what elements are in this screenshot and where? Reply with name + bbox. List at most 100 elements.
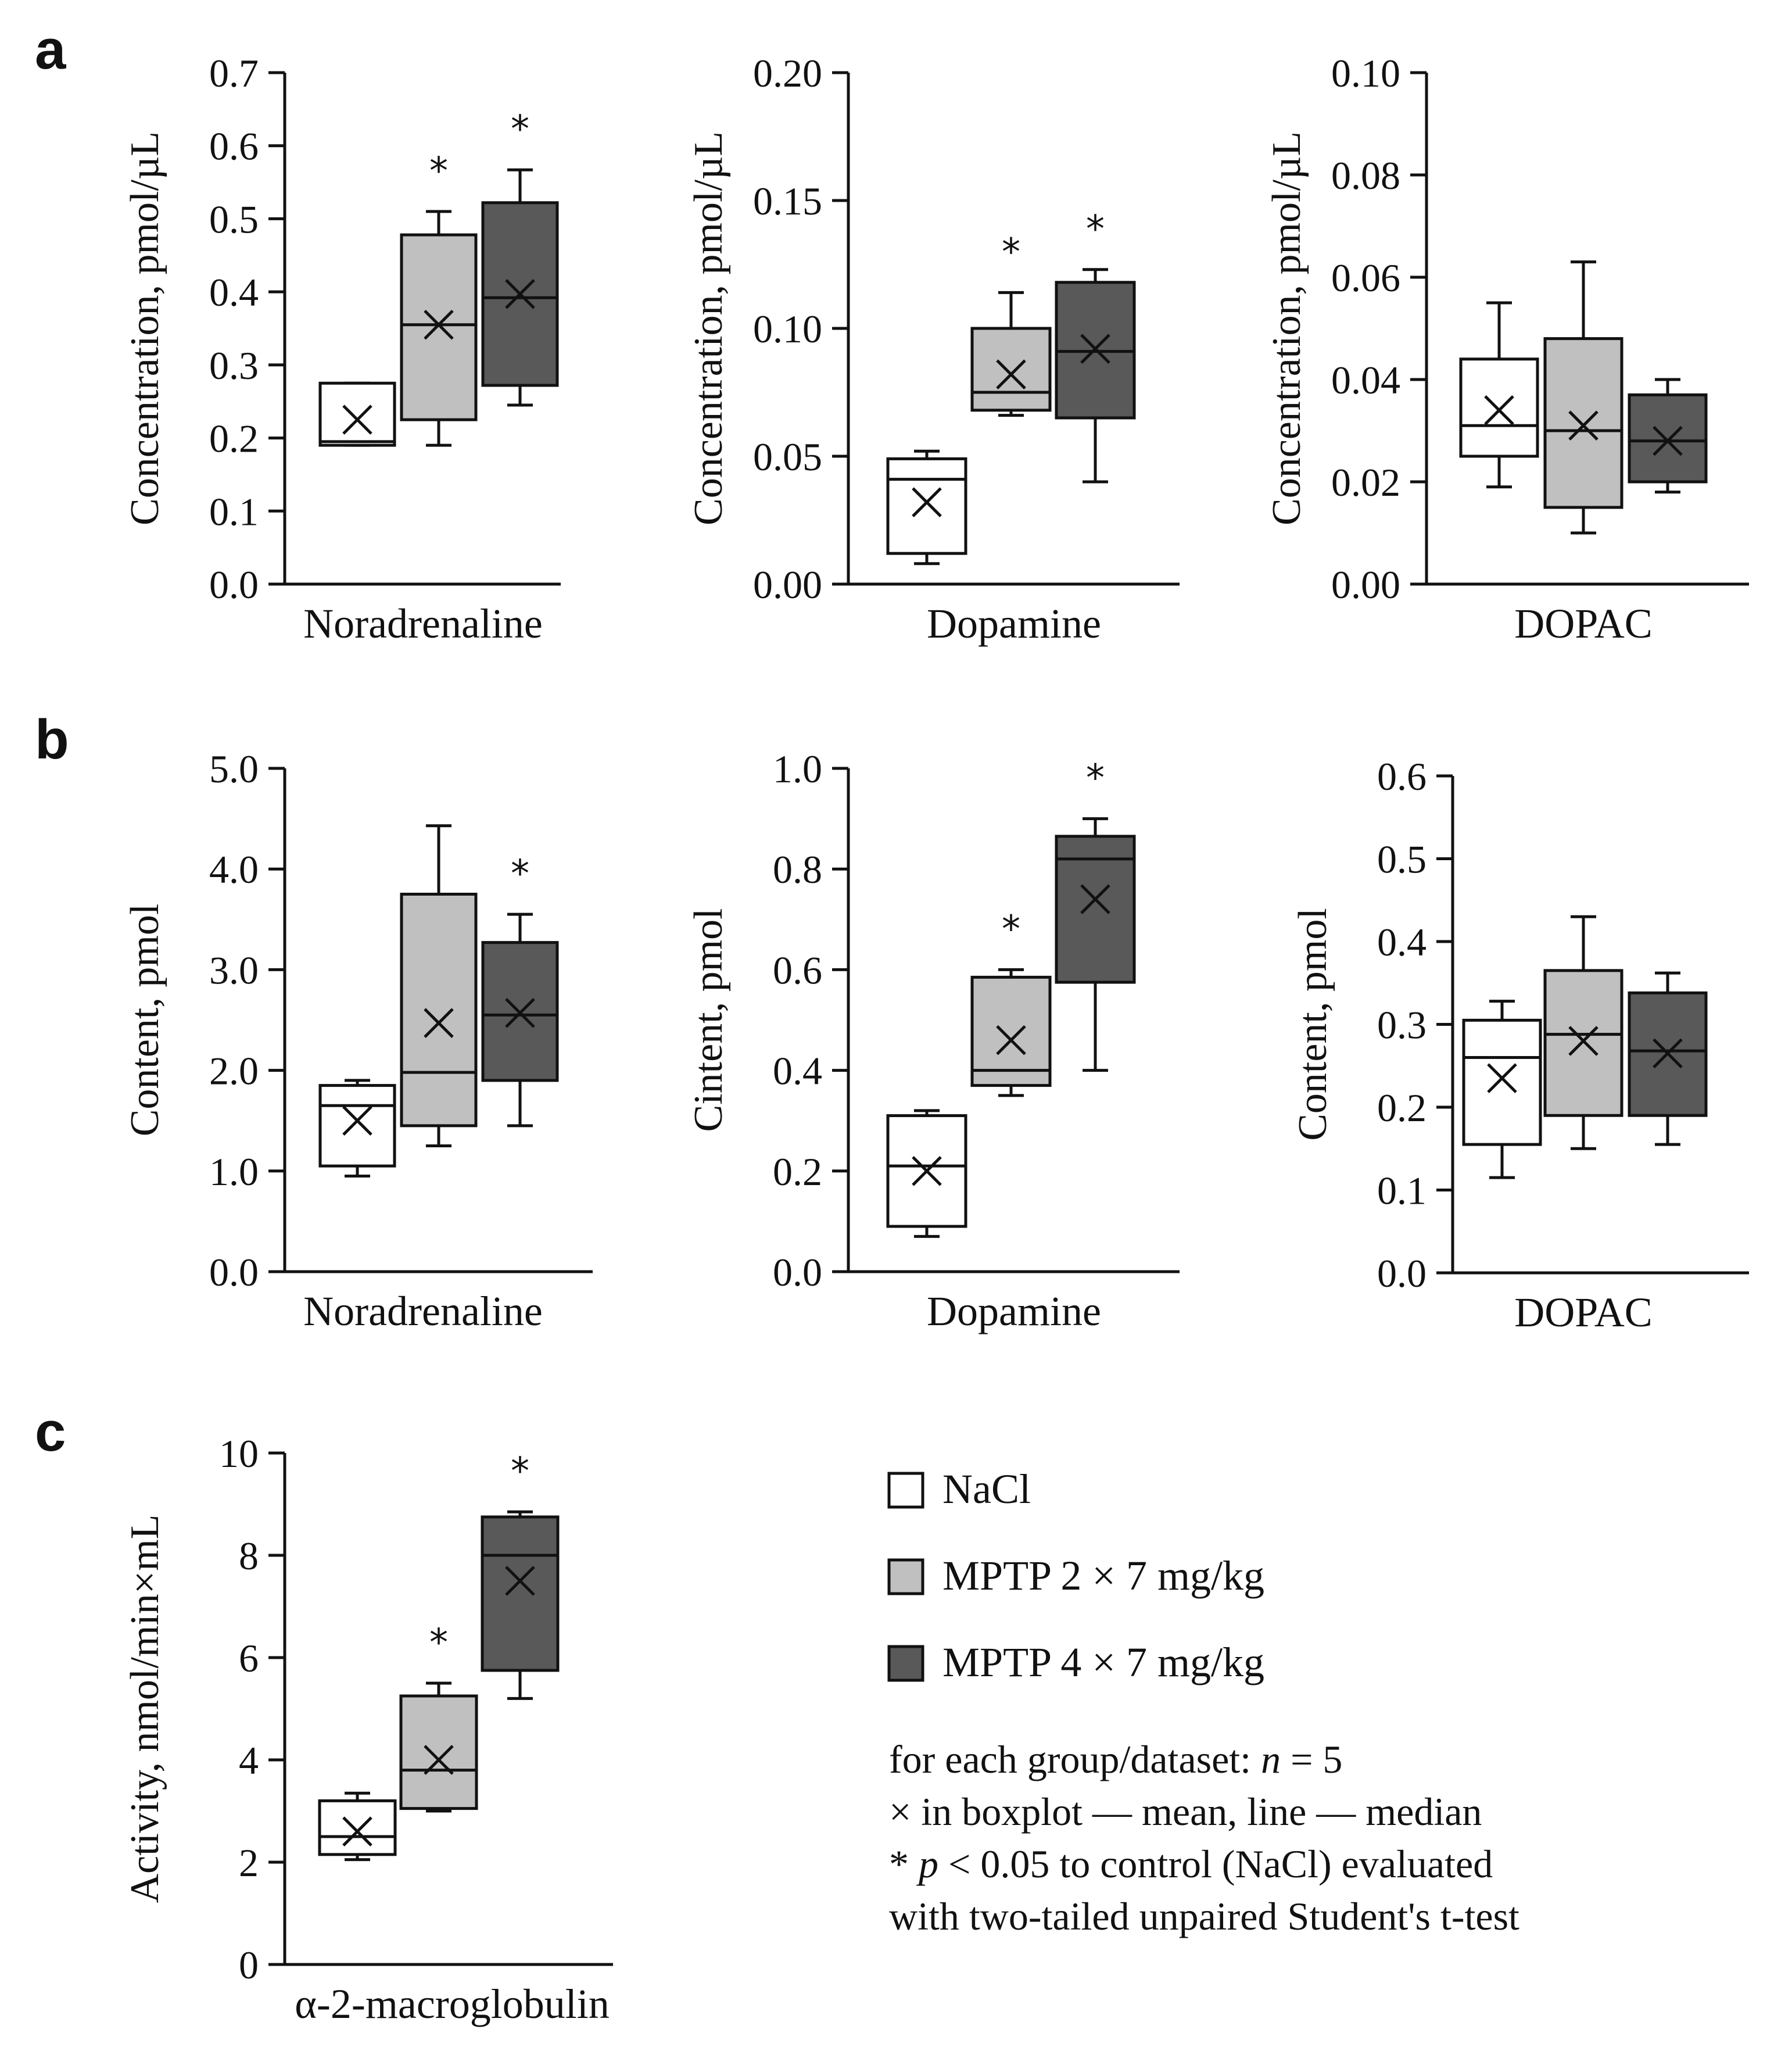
- y-tick-label-b3: 0.4: [1377, 920, 1427, 964]
- y-tick-label-a1: 0.2: [209, 417, 259, 461]
- y-tick-label-a3: 0.00: [1331, 563, 1400, 607]
- y-tick-label-b1: 3.0: [209, 948, 259, 992]
- y-tick-label-c1: 8: [239, 1534, 259, 1578]
- iqr-box: [1459, 357, 1539, 458]
- iqr-box: [1055, 835, 1136, 984]
- mean-marker-b: [342, 1105, 372, 1136]
- iqr-box: [318, 381, 396, 447]
- y-tick-label-b3: 0.2: [1377, 1086, 1427, 1130]
- note-sig-suffix: < 0.05 to control (NaCl) evaluated: [938, 1842, 1493, 1886]
- iqr-box: [399, 1694, 478, 1810]
- significance-star: *: [1086, 208, 1105, 251]
- legend-label-nacl: NaCl: [942, 1466, 1031, 1512]
- significance-star: *: [1002, 908, 1020, 951]
- panel-label-b: b: [35, 708, 69, 771]
- box-a2-0: [886, 449, 967, 566]
- box-b3-2: [1628, 971, 1708, 1146]
- box-b3-0: [1462, 1000, 1542, 1179]
- legend: NaCl MPTP 2 × 7 mg/kg MPTP 4 × 7 mg/kg: [887, 1466, 1264, 1685]
- iqr-box: [1462, 1018, 1542, 1146]
- y-tick-label-b3: 0.6: [1377, 754, 1427, 799]
- chart-c1: 0 2 4 6 8 10 α-2-macroglobulin Activity, nmol/m…: [123, 1432, 613, 2027]
- y-tick-label-c1: 10: [219, 1432, 259, 1476]
- y-tick-label-b3: 0.0: [1377, 1251, 1427, 1296]
- box-b1-2: *: [481, 853, 559, 1128]
- significance-star: *: [1002, 231, 1020, 274]
- iqr-box: [970, 327, 1052, 412]
- iqr-box: [970, 975, 1052, 1087]
- significance-star: *: [511, 853, 529, 896]
- mean-marker-b: [996, 1025, 1026, 1055]
- mean-marker-b: [912, 487, 942, 517]
- chart-b2: 0.0 0.2 0.4 0.6 0.8 1.0 Dopamine Cintent, pmol *…: [686, 747, 1180, 1334]
- y-axis-label-a3: Concentration, pmol/µL: [1264, 131, 1309, 525]
- x-axis-label-b3: DOPAC: [1514, 1289, 1652, 1336]
- box-b2-2: *: [1055, 757, 1136, 1072]
- y-tick-label-c1: 2: [239, 1841, 259, 1885]
- box-a3-1: [1543, 260, 1623, 535]
- y-tick-label-a3: 0.10: [1331, 51, 1400, 95]
- y-tick-label-a3: 0.04: [1331, 358, 1400, 402]
- significance-star: *: [511, 1450, 529, 1493]
- box-a1-0: [318, 381, 396, 447]
- y-tick-label-a2: 0.15: [753, 179, 822, 223]
- x-axis-label-c1: α-2-macroglobulin: [295, 1981, 610, 2027]
- mean-marker-b: [912, 1156, 942, 1186]
- mean-marker-b: [505, 1566, 535, 1596]
- note-n-symbol: n: [1261, 1737, 1281, 1781]
- box-a1-1: *: [400, 150, 478, 447]
- box-c1-0: [318, 1791, 397, 1862]
- y-tick-label-a1: 0.6: [209, 124, 259, 169]
- chart-a1: 0.0 0.1 0.2 0.3 0.4 0.5 0.6 0.7 Noradrenaline Con…: [123, 51, 561, 647]
- x-axis-label-a3: DOPAC: [1514, 600, 1652, 647]
- y-axis-label-a2: Concentration, pmol/µL: [686, 131, 731, 525]
- y-tick-label-a1: 0.4: [209, 270, 259, 314]
- note-test: with two-tailed unpaired Student's t-tes…: [889, 1894, 1519, 1938]
- y-axis-label-c1: Activity, nmol/min×mL: [123, 1515, 167, 1903]
- y-tick-label-a2: 0.05: [753, 435, 822, 479]
- mean-marker-b: [1080, 334, 1110, 364]
- y-tick-label-a1: 0.0: [209, 563, 259, 607]
- y-tick-label-b2: 0.8: [773, 847, 822, 892]
- iqr-box: [400, 233, 478, 421]
- mean-marker-b: [342, 405, 372, 435]
- box-a2-1: *: [970, 231, 1052, 417]
- legend-swatch-mptp4: [887, 1645, 924, 1682]
- y-tick-label-b3: 0.5: [1377, 838, 1427, 882]
- y-tick-label-a1: 0.3: [209, 343, 259, 388]
- note-legend-marks: × in boxplot — mean, line — median: [889, 1790, 1482, 1834]
- box-c1-2: *: [481, 1450, 560, 1700]
- mean-marker-b: [424, 1008, 454, 1038]
- iqr-box: [1628, 393, 1708, 484]
- mean-marker-b: [1484, 395, 1514, 425]
- y-tick-label-a3: 0.06: [1331, 256, 1400, 300]
- mean-marker-b: [1653, 1038, 1683, 1069]
- box-b2-0: [886, 1109, 967, 1238]
- charts: 0.0 0.1 0.2 0.3 0.4 0.5 0.6 0.7 Noradrenaline Con…: [123, 51, 1749, 2027]
- chart-a3: 0.00 0.02 0.04 0.06 0.08 0.10 DOPAC Concentrati…: [1264, 51, 1749, 647]
- x-axis-label-b1: Noradrenaline: [303, 1288, 543, 1334]
- y-tick-label-b2: 0.2: [773, 1150, 822, 1194]
- box-b2-1: *: [970, 908, 1052, 1097]
- mean-marker-b: [424, 1745, 454, 1775]
- chart-a2: 0.00 0.05 0.10 0.15 0.20 Dopamine Concentratio…: [686, 51, 1180, 647]
- box-a2-2: *: [1055, 208, 1136, 484]
- box-b1-1: [400, 824, 478, 1147]
- y-tick-label-b2: 0.4: [773, 1049, 822, 1093]
- box-a3-2: [1628, 378, 1708, 494]
- significance-star: *: [511, 108, 529, 151]
- panel-label-a: a: [35, 19, 66, 81]
- iqr-box: [318, 1799, 397, 1856]
- iqr-box: [1543, 337, 1623, 509]
- box-a1-2: *: [481, 108, 559, 407]
- note-sig-prefix: *: [889, 1842, 919, 1886]
- y-axis-label-b1: Content, pmol: [123, 904, 167, 1137]
- y-tick-label-c1: 4: [239, 1738, 259, 1783]
- note-significance: * p < 0.05 to control (NaCl) evaluated: [889, 1841, 1493, 1887]
- y-tick-label-a1: 0.5: [209, 197, 259, 241]
- note-n-prefix: for each group/dataset:: [889, 1737, 1261, 1781]
- legend-swatch-nacl: [887, 1472, 924, 1509]
- y-tick-label-c1: 6: [239, 1636, 259, 1680]
- y-tick-label-b1: 1.0: [209, 1150, 259, 1194]
